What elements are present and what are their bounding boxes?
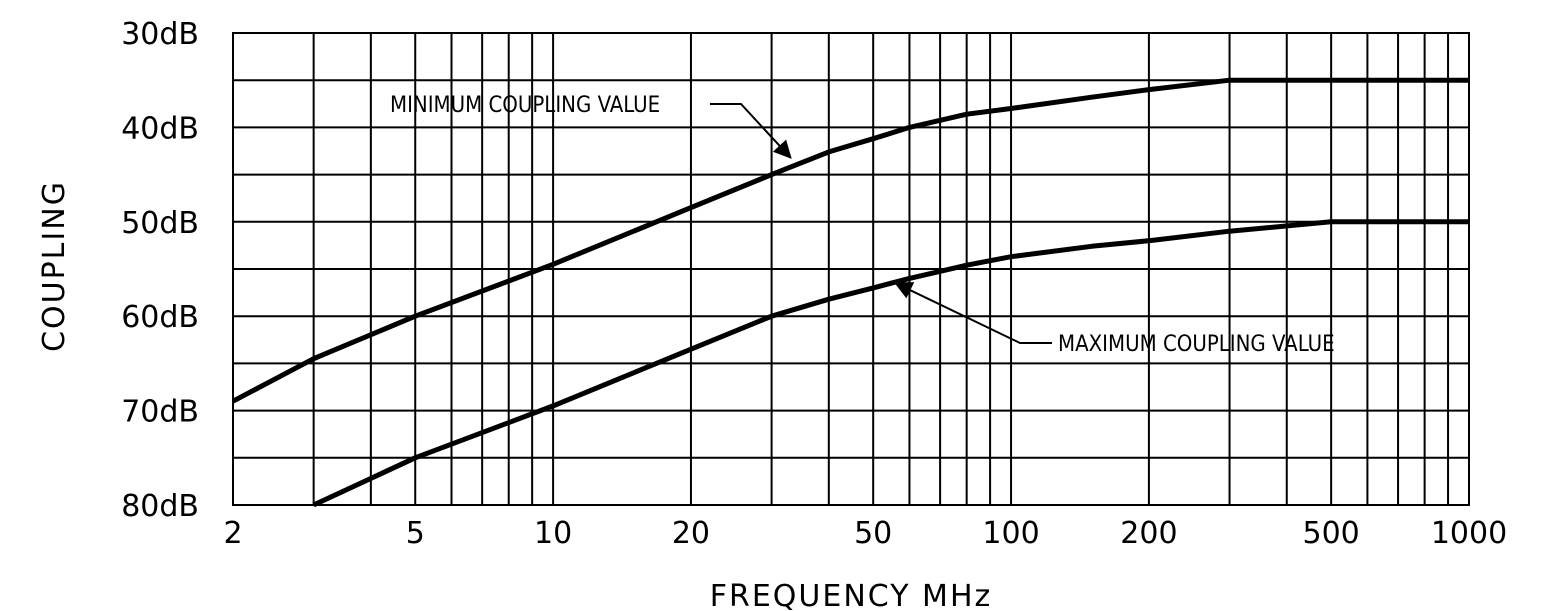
series-line (231, 77, 1469, 404)
tick-labels: 30dB 40dB 50dB 60dB 70dB 80dB 2 5 10 20 50 100 200 50… (121, 17, 1507, 551)
x-tick-label: 5 (406, 516, 425, 551)
y-tick-label: 50dB (121, 206, 199, 241)
annotation-label: MAXIMUM COUPLING VALUE (1058, 332, 1335, 357)
x-tick-label: 1000 (1431, 516, 1507, 551)
annotation-leader-arrow (710, 103, 792, 159)
y-tick-label: 80dB (121, 489, 199, 524)
x-axis-title: FREQUENCY MHz (710, 579, 993, 611)
annotation-leader-arrow (894, 282, 1052, 344)
series-line (312, 219, 1469, 508)
series-layer (231, 77, 1469, 508)
y-tick-label: 40dB (121, 111, 199, 146)
x-tick-label: 50 (854, 516, 892, 551)
grid (232, 32, 1470, 506)
annotation-label: MINIMUM COUPLING VALUE (390, 93, 660, 118)
x-tick-label: 100 (982, 516, 1039, 551)
x-tick-label: 20 (672, 516, 710, 551)
x-tick-label: 10 (534, 516, 572, 551)
y-tick-label: 30dB (121, 17, 199, 52)
y-axis-title: COUPLING (37, 180, 72, 352)
x-tick-label: 2 (223, 516, 242, 551)
annotations-layer: MINIMUM COUPLING VALUE MAXIMUM COUPLING V… (390, 93, 1335, 357)
y-tick-label: 70dB (121, 395, 199, 430)
x-tick-label: 200 (1120, 516, 1177, 551)
y-tick-label: 60dB (121, 300, 199, 335)
x-tick-label: 500 (1303, 516, 1360, 551)
